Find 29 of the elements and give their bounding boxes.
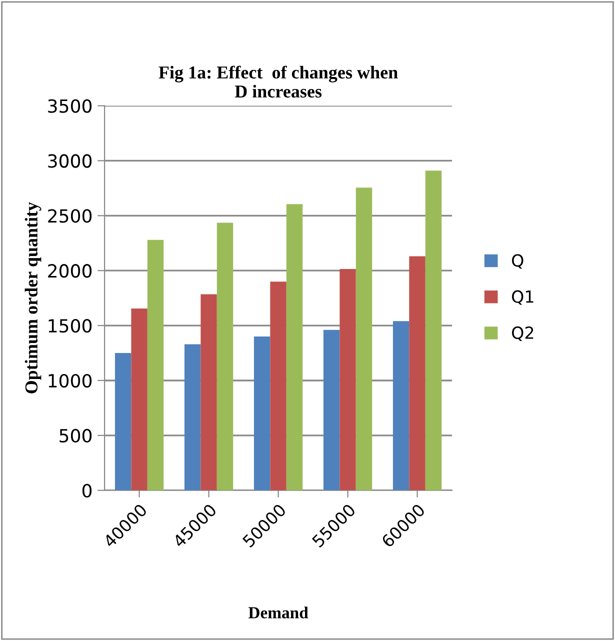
chart-title: Fig 1a: Effect of changes when D increases xyxy=(158,66,398,98)
legend-label: Q1 xyxy=(512,290,534,305)
bar xyxy=(147,240,164,490)
bar xyxy=(114,353,132,490)
x-axis-title: Demand xyxy=(248,606,308,618)
bar xyxy=(254,336,270,490)
bar xyxy=(392,321,410,490)
legend-label: Q2 xyxy=(512,326,534,341)
bar xyxy=(270,282,286,490)
y-tick-label: 1500 xyxy=(48,318,92,333)
bar xyxy=(425,170,442,490)
bar xyxy=(323,330,340,490)
bar xyxy=(216,222,234,490)
y-tick-label: 2000 xyxy=(48,264,92,278)
legend-label: Q xyxy=(512,254,524,269)
y-tick-label: 1000 xyxy=(48,374,92,388)
bar xyxy=(286,204,303,490)
bar xyxy=(356,188,372,490)
bar xyxy=(409,256,426,490)
y-tick-label: 3000 xyxy=(48,154,92,168)
y-axis-title: Optimum order quantity xyxy=(24,202,42,394)
bar xyxy=(184,344,201,490)
bar xyxy=(131,308,148,490)
y-tick-label: 3500 xyxy=(48,99,92,113)
y-tick-label: 2500 xyxy=(48,209,92,223)
y-tick-label: 500 xyxy=(60,428,92,443)
y-tick-label: 0 xyxy=(82,484,92,498)
bar xyxy=(200,294,217,490)
bar xyxy=(340,268,356,490)
